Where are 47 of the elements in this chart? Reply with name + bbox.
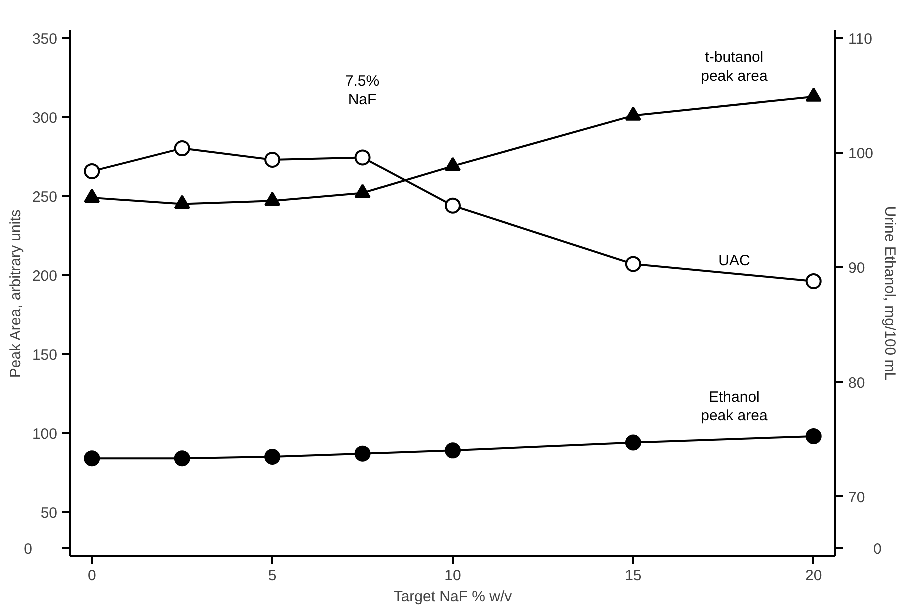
point [806, 273, 822, 290]
point [445, 157, 461, 172]
y-axis-title: Peak Area, arbitrary units [7, 210, 24, 378]
point [264, 449, 281, 465]
point [806, 428, 822, 444]
text: 0 [874, 540, 882, 558]
x-tick-label: 20 [806, 568, 822, 584]
annotation: 7.5% NaF [345, 72, 380, 108]
text: 0 [24, 541, 32, 558]
point [625, 434, 642, 451]
series-label: Ethanol peak area [701, 388, 768, 424]
y-tick-label: 300 [32, 110, 58, 127]
point [445, 198, 461, 214]
x-tick-label: 0 [88, 568, 96, 584]
point [625, 106, 642, 121]
y-tick-label: 350 [32, 30, 58, 48]
series-label: t-butanol peak area [701, 49, 768, 85]
y-tick-label: 150 [32, 346, 58, 364]
point [174, 140, 190, 157]
y2-tick-label: 70 [848, 489, 866, 506]
point [264, 152, 281, 168]
point [806, 88, 822, 102]
point [264, 192, 281, 206]
point [625, 256, 642, 272]
y2-tick-label: 100 [848, 146, 874, 163]
y-tick-label: 50 [40, 504, 58, 522]
point [174, 195, 190, 210]
point [84, 188, 100, 203]
point [445, 442, 461, 459]
point [84, 163, 100, 180]
point [354, 446, 371, 462]
point [84, 450, 100, 467]
y2-tick-label: 80 [848, 374, 866, 392]
x-axis-title: Target NaF % w/v [394, 588, 513, 606]
point [354, 150, 371, 166]
y2-axis-title: Urine Ethanol, mg/100 mL [882, 206, 899, 381]
x-tick-label: 5 [268, 568, 277, 584]
y2-tick-label: 110 [848, 31, 872, 48]
series-label: UAC [718, 252, 750, 270]
y-tick-label: 100 [32, 426, 58, 443]
x-tick-label: 10 [444, 568, 462, 584]
point [174, 450, 190, 467]
y-tick-label: 250 [32, 188, 58, 206]
x-tick-label: 15 [625, 568, 642, 584]
y-tick-label: 200 [32, 268, 58, 285]
y2-tick-label: 90 [848, 260, 866, 278]
point [354, 184, 371, 198]
